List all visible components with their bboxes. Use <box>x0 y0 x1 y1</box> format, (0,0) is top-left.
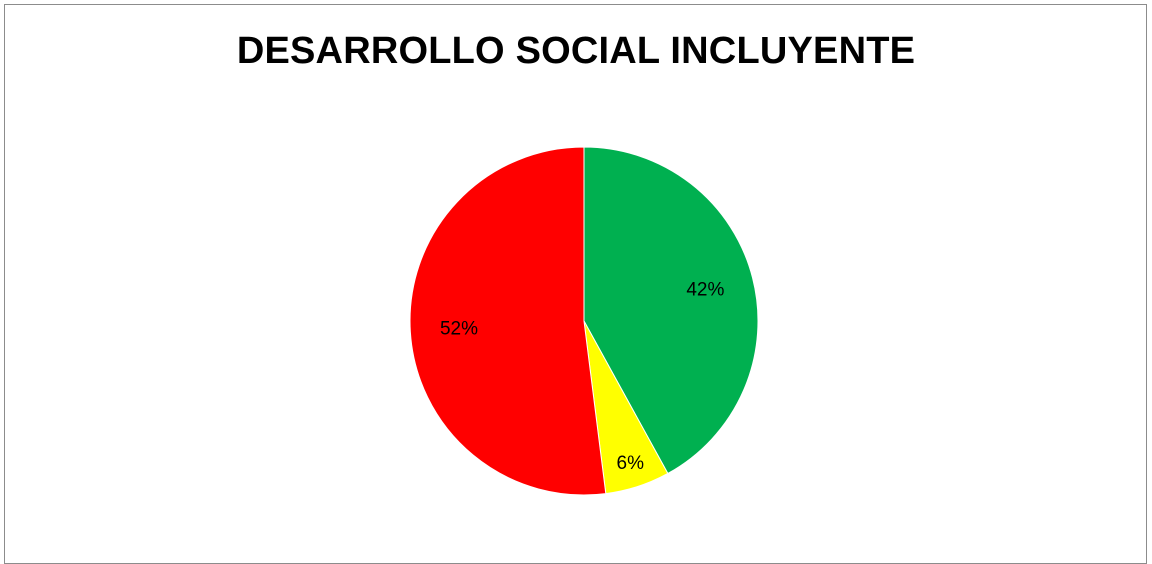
pie-slice-2 <box>409 146 607 496</box>
chart-title: DESARROLLO SOCIAL INCLUYENTE <box>236 30 916 72</box>
pie-data-label-0: 42% <box>686 279 724 300</box>
pie-data-label-1: 6% <box>617 453 645 474</box>
pie-chart: 42% 6% 52% <box>409 146 759 496</box>
pie-slices <box>409 146 759 496</box>
pie-labels: 42% 6% 52% <box>440 279 725 473</box>
pie-data-label-2: 52% <box>440 318 478 339</box>
pie-slice-0 <box>583 146 759 475</box>
